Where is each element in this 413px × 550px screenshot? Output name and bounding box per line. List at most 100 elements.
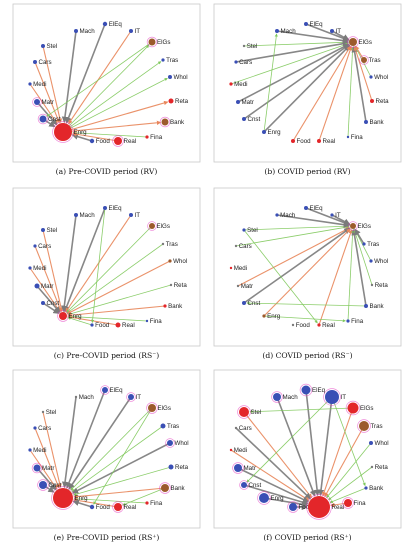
panel-caption: (f) COVID period (RS⁺): [263, 533, 351, 542]
edge-reta-elgs: [353, 46, 373, 102]
node-label: Tras: [369, 57, 381, 64]
edge-elgs-food: [93, 407, 153, 505]
node-marker: [236, 100, 240, 104]
node-marker: [308, 496, 330, 518]
node-enrg: Enrg: [262, 313, 281, 320]
node-medi: Medi: [28, 265, 47, 272]
edge-cars-enrg: [34, 427, 60, 489]
node-label: Stel: [47, 227, 58, 234]
edge-food-enrg: [67, 316, 93, 326]
node-marker: [289, 503, 297, 511]
panel-caption: (a) Pre-COVID period (RV): [56, 167, 158, 176]
node-label: Matr: [242, 99, 254, 106]
edge-cnst-enrg: [42, 302, 60, 314]
node-label: Real: [322, 322, 335, 329]
node-label: Cnst: [47, 300, 60, 307]
node-fina: Fina: [346, 134, 364, 141]
node-label: Cnst: [248, 300, 261, 307]
node-real: Real: [306, 494, 345, 520]
network-panel-2: Stel Mach ElEq IT ElGs Cars Tras Medi Whol Matr Re…: [213, 3, 402, 163]
node-cars: Cars: [33, 425, 51, 432]
node-marker: [41, 410, 45, 414]
node-reta: Reta: [168, 464, 189, 471]
node-marker: [41, 44, 45, 48]
node-marker: [291, 323, 295, 327]
edge-cnst-elgs: [243, 44, 350, 120]
node-stel: Stel: [242, 43, 258, 50]
node-label: Stel: [247, 43, 258, 50]
edge-elgs-cnst: [46, 41, 153, 117]
node-marker: [304, 22, 308, 26]
node-marker: [361, 57, 367, 63]
node-marker: [234, 60, 238, 64]
node-label: Matr: [244, 465, 256, 472]
edge-matr-elgs: [237, 43, 350, 103]
node-label: Food: [296, 322, 311, 329]
edge-mach-enrg: [61, 214, 77, 313]
edge-medi-enrg: [29, 267, 61, 313]
edge-bank-elgs: [351, 228, 367, 307]
node-label: Real: [124, 138, 137, 145]
node-label: Cnst: [248, 116, 261, 123]
node-marker: [346, 135, 350, 139]
node-it: IT: [330, 212, 341, 219]
node-label: Real: [332, 504, 345, 511]
node-marker: [90, 323, 94, 327]
node-label: Real: [323, 138, 336, 145]
node-marker: [33, 426, 37, 430]
edge-real-elgs: [318, 46, 353, 142]
node-label: Fina: [351, 134, 364, 141]
node-label: Enrg: [75, 495, 89, 502]
edge-eleq-elgs: [305, 207, 351, 226]
node-label: Enrg: [74, 129, 88, 136]
node-label: ElGs: [360, 405, 373, 412]
edge-enrg-mach: [263, 33, 278, 133]
node-label: ElGs: [157, 39, 170, 46]
node-real: Real: [112, 135, 137, 147]
node-marker: [262, 314, 266, 318]
node-eleq: ElEq: [100, 385, 123, 395]
node-label: Enrg: [267, 313, 281, 320]
node-eleq: ElEq: [304, 205, 323, 212]
node-eleq: ElEq: [103, 205, 122, 212]
node-label: Tras: [166, 57, 178, 64]
edge-eleq-enrg: [63, 207, 106, 313]
node-reta: Reta: [169, 282, 187, 289]
node-marker: [317, 139, 321, 143]
node-marker: [161, 484, 169, 492]
node-marker: [325, 390, 339, 404]
node-food: Food: [287, 501, 313, 513]
node-cars: Cars: [33, 243, 51, 250]
node-label: Whol: [175, 440, 189, 447]
node-marker: [239, 407, 249, 417]
node-food: Food: [89, 138, 110, 145]
edge-enrg-elgs: [263, 228, 351, 317]
node-label: ElGs: [158, 405, 171, 412]
node-marker: [39, 115, 47, 123]
edge-mach-real: [276, 396, 316, 497]
node-marker: [128, 394, 134, 400]
node-marker: [369, 75, 373, 79]
node-marker: [28, 448, 32, 452]
node-marker: [262, 130, 266, 134]
node-label: ElEq: [310, 21, 324, 28]
node-marker: [317, 323, 321, 327]
node-cars: Cars: [33, 59, 52, 66]
node-elgs: ElGs: [146, 402, 171, 414]
node-marker: [168, 259, 172, 263]
node-stel: Stel: [237, 405, 261, 419]
node-label: IT: [336, 28, 342, 35]
node-marker: [115, 322, 121, 328]
node-food: Food: [291, 138, 311, 145]
node-marker: [291, 139, 295, 143]
edge-food-elgs: [292, 45, 351, 142]
edge-tras-enrg: [66, 243, 164, 314]
node-cnst: Cnst: [37, 479, 62, 491]
node-cars: Cars: [234, 425, 252, 432]
node-label: Enrg: [69, 313, 83, 320]
node-matr: Matr: [32, 97, 54, 107]
node-whol: Whol: [369, 74, 388, 81]
edge-tras-real: [324, 425, 365, 498]
node-marker: [145, 319, 149, 323]
